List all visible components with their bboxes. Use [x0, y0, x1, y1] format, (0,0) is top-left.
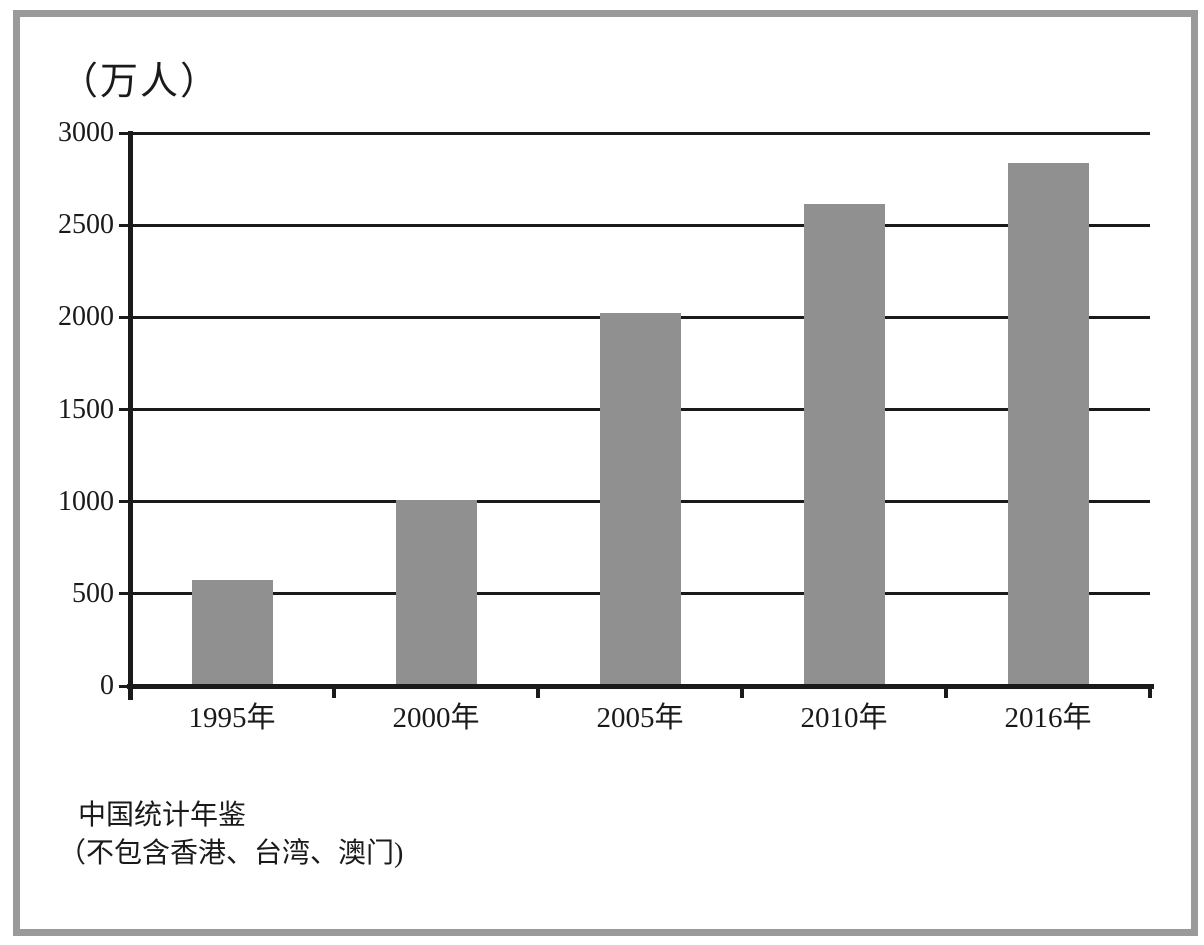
- y-tick-label: 2500: [58, 209, 114, 241]
- y-axis-unit-label: （万人）: [60, 61, 221, 103]
- x-tick-label: 2000年: [392, 702, 480, 734]
- x-axis-tick: [944, 684, 948, 698]
- y-tick-label: 2000: [58, 301, 114, 333]
- y-tick-label: 3000: [58, 117, 114, 148]
- y-tick-label: 0: [100, 670, 114, 701]
- x-axis-line: [126, 683, 1154, 689]
- x-tick-label: 1995年: [188, 702, 276, 734]
- y-axis-tick: [118, 131, 128, 135]
- gridline: [130, 223, 1150, 227]
- x-axis-tick: [332, 684, 336, 698]
- source-note: 中国统计年鉴: [78, 800, 247, 831]
- bar: [191, 580, 273, 688]
- bar: [1007, 163, 1089, 688]
- x-axis-tick: [740, 684, 744, 698]
- bar: [395, 499, 477, 688]
- x-axis-tick: [536, 684, 540, 698]
- x-tick-label: 2010年: [800, 702, 888, 734]
- y-tick-label: 1000: [58, 485, 114, 517]
- x-axis-tick: [1148, 684, 1152, 698]
- bar: [803, 203, 885, 688]
- x-tick-label: 2005年: [596, 702, 684, 734]
- y-axis-tick: [118, 592, 128, 596]
- y-axis-tick: [118, 684, 128, 688]
- y-axis-tick: [118, 500, 128, 504]
- source-note-scope: （不包含香港、台湾、澳门): [58, 838, 404, 869]
- y-axis-tick: [118, 315, 128, 319]
- y-axis-line: [127, 131, 133, 700]
- y-tick-label: 1500: [58, 393, 114, 425]
- x-tick-label: 2016年: [1004, 702, 1092, 734]
- gridline: [130, 131, 1150, 135]
- bar: [599, 312, 681, 688]
- y-tick-label: 500: [72, 577, 114, 609]
- figure-border: [13, 10, 1198, 936]
- y-axis-tick: [118, 223, 128, 227]
- y-axis-tick: [118, 408, 128, 411]
